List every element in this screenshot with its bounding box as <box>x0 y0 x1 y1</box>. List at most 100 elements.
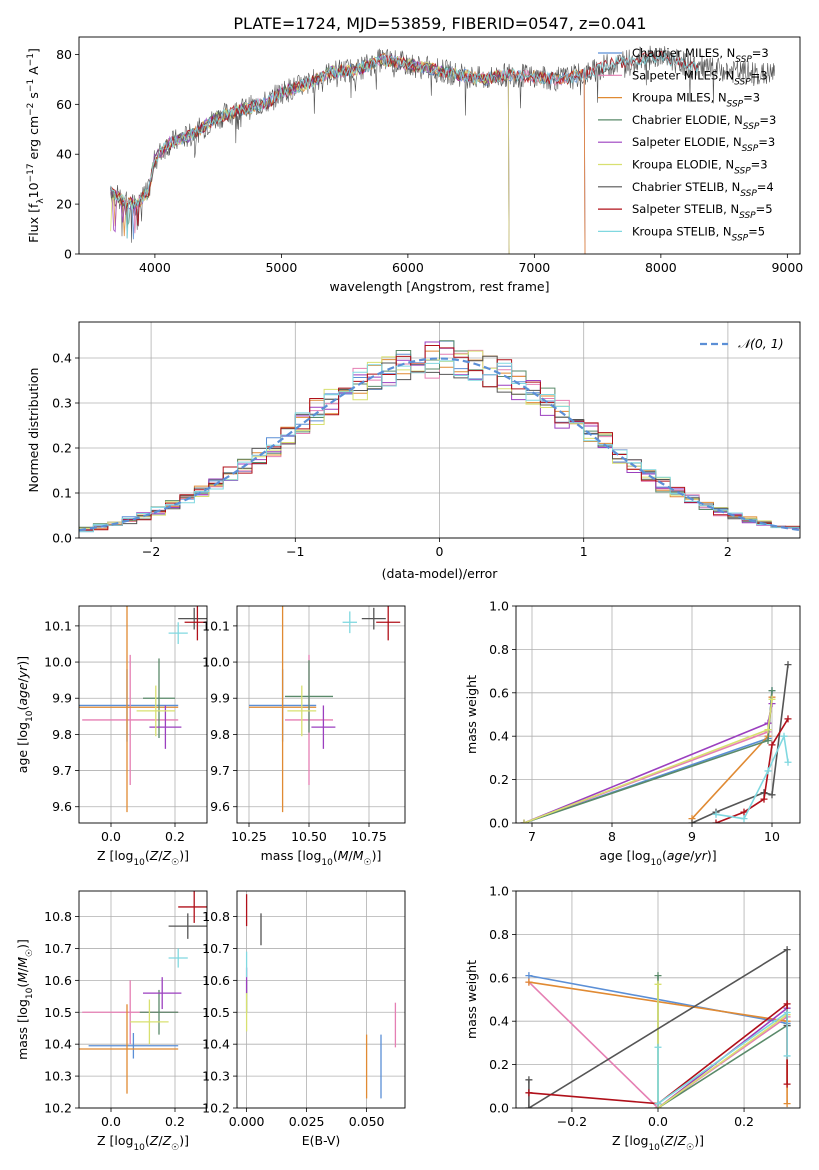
spectrum-model-line <box>110 52 586 254</box>
y-tick-label: 1.0 <box>489 884 509 899</box>
error-point <box>79 1004 179 1094</box>
axes-frame <box>78 890 208 1109</box>
y-axis-label: Flux [fλ10−17 erg cm−2 s−1 A−1] <box>26 48 46 243</box>
error-point <box>149 705 182 749</box>
y-axis-label: age [log10(age/yr)] <box>15 656 35 773</box>
y-tick-label: 10.8 <box>202 909 230 924</box>
error-point <box>311 705 336 749</box>
y-tick-label: 80 <box>56 47 72 62</box>
y-tick-label: 40 <box>56 147 72 162</box>
y-tick-label: 10.8 <box>44 909 72 924</box>
spectrum-model-line <box>110 54 586 254</box>
error-point <box>287 685 317 737</box>
panel-age-weight: 7 8 9 10 0.0 0.2 0.4 0.6 0.8 1.0 age [log10(age/yr… <box>464 599 801 868</box>
x-tick-label: 0.2 <box>165 829 185 844</box>
error-point <box>168 913 207 939</box>
x-tick-label: −1 <box>286 544 304 559</box>
error-point <box>82 654 179 786</box>
y-tick-label: 10.0 <box>44 655 72 670</box>
x-tick-label: 0.0 <box>648 1114 668 1129</box>
x-tick-label: 0.025 <box>289 1114 325 1129</box>
weight-marker <box>784 715 792 723</box>
y-tick-label: 0.0 <box>489 1101 509 1116</box>
weight-marker <box>784 758 792 766</box>
legend-label: Salpeter STELIB, NSSP=5 <box>632 202 773 221</box>
x-tick-label: 0.2 <box>165 1114 185 1129</box>
weight-marker <box>768 791 776 799</box>
weight-marker <box>783 1052 791 1060</box>
weight-line <box>657 984 788 1108</box>
error-point <box>178 607 207 630</box>
y-tick-label: 0.6 <box>489 685 509 700</box>
error-point <box>79 606 179 813</box>
y-tick-label: 10.6 <box>44 973 72 988</box>
figure-title: PLATE=1724, MJD=53859, FIBERID=0547, z=0… <box>233 14 646 33</box>
legend-label: Chabrier ELODIE, NSSP=3 <box>632 113 776 132</box>
y-tick-label: 9.7 <box>210 763 230 778</box>
panel-z-weight: −0.2 0.0 0.2 0.0 0.2 0.4 0.6 0.8 1.0 Z [log10(Z/Z… <box>464 884 801 1153</box>
y-tick-label: 10.5 <box>44 1005 72 1020</box>
weight-marker <box>783 1080 791 1088</box>
axes-frame <box>236 605 406 824</box>
legend-label: Chabrier MILES, NSSP=3 <box>632 46 769 65</box>
y-tick-label: 10.3 <box>44 1069 72 1084</box>
error-point <box>168 948 188 968</box>
weight-marker <box>783 1000 791 1008</box>
weight-marker <box>654 972 662 980</box>
x-axis-label: (data-model)/error <box>382 566 499 581</box>
x-tick-label: 0 <box>436 544 444 559</box>
error-point <box>285 660 333 733</box>
weight-marker <box>712 819 720 823</box>
weight-marker <box>525 1104 533 1108</box>
y-tick-label: 0.2 <box>489 1057 509 1072</box>
x-tick-label: 9 <box>688 829 696 844</box>
weight-line <box>657 1010 788 1106</box>
x-tick-label: 0.000 <box>229 1114 265 1129</box>
legend-label: Chabrier STELIB, NSSP=4 <box>632 180 774 199</box>
error-point <box>168 622 188 644</box>
weight-marker <box>783 1100 791 1108</box>
residual-histogram <box>79 360 800 533</box>
weight-marker <box>768 695 776 703</box>
x-axis-label: age [log10(age/yr)] <box>599 848 716 868</box>
x-tick-label: 10.75 <box>351 829 387 844</box>
weight-marker <box>784 661 792 669</box>
y-tick-label: 0.2 <box>489 772 509 787</box>
y-tick-label: 9.6 <box>52 799 72 814</box>
weight-marker <box>654 1100 662 1108</box>
y-tick-label: 9.9 <box>210 691 230 706</box>
y-tick-label: 0.4 <box>489 729 509 744</box>
spectrum-model-line <box>110 52 586 254</box>
plot-area-residuals <box>79 340 800 533</box>
plot-area-ebv-mass <box>245 894 397 1099</box>
y-tick-label: 0.6 <box>489 970 509 985</box>
y-tick-label: 1.0 <box>489 599 509 614</box>
axes-frame <box>236 890 406 1109</box>
spectrum-model-line <box>110 53 510 254</box>
y-tick-label: 10.1 <box>202 618 230 633</box>
y-axis-label: mass [log10(M/M☉)] <box>15 939 35 1060</box>
weight-marker <box>760 795 768 803</box>
y-tick-label: 9.6 <box>210 799 230 814</box>
normal-curve <box>79 357 800 532</box>
axes-frame <box>78 605 208 824</box>
y-tick-label: 10.4 <box>44 1037 72 1052</box>
axes-frame <box>515 605 801 824</box>
y-tick-label: 9.7 <box>52 763 72 778</box>
weight-marker <box>712 810 720 818</box>
weight-marker <box>764 726 772 734</box>
x-axis-label: Z [log10(Z/Z☉)] <box>97 1133 189 1153</box>
weight-marker <box>768 687 776 695</box>
y-tick-label: 9.8 <box>210 727 230 742</box>
y-tick-label: 0.1 <box>52 486 72 501</box>
legend-label: Kroupa STELIB, NSSP=5 <box>632 224 765 243</box>
x-tick-label: 6000 <box>392 260 424 275</box>
weight-marker <box>654 1043 662 1051</box>
weight-marker <box>768 741 776 749</box>
y-tick-label: 9.8 <box>52 727 72 742</box>
weight-marker <box>525 1089 533 1097</box>
legend-label: Kroupa ELODIE, NSSP=3 <box>632 158 768 177</box>
legend-label: Kroupa MILES, NSSP=3 <box>632 91 760 110</box>
x-axis-label: E(B-V) <box>302 1133 341 1148</box>
